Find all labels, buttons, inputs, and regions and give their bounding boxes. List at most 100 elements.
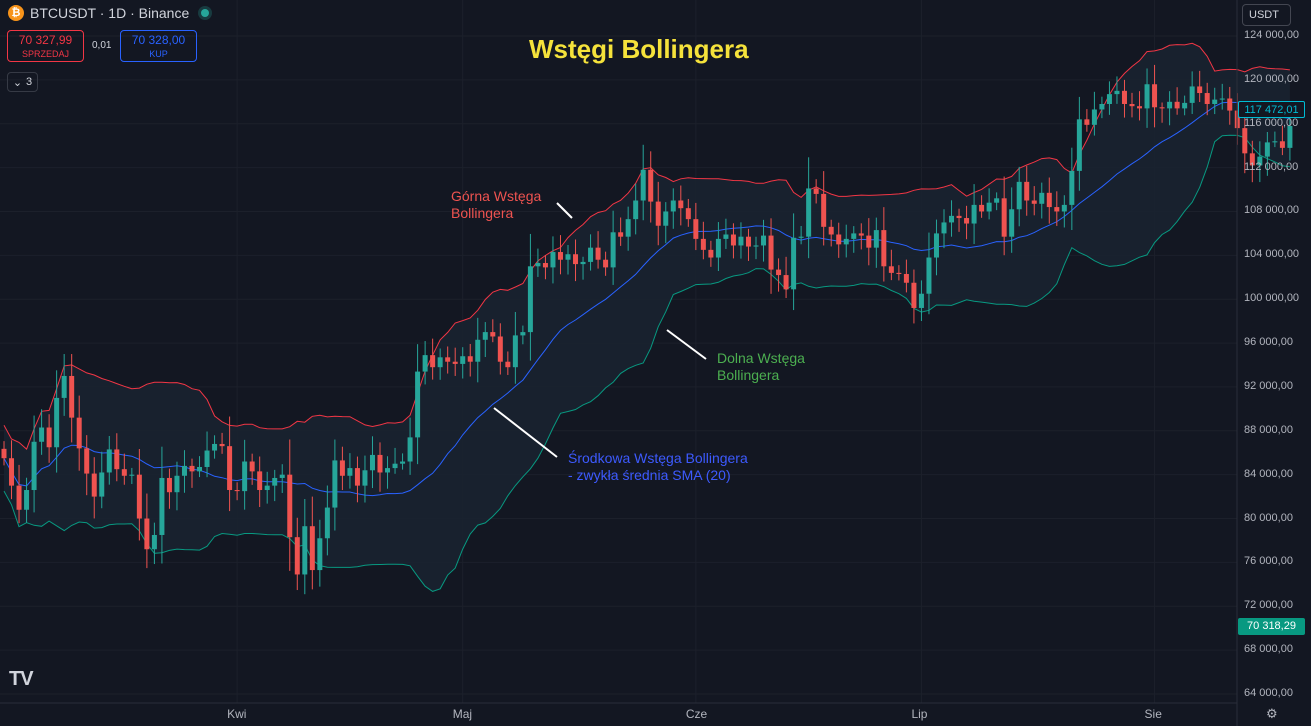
bullish-candle [918, 293, 924, 308]
bullish-candle [437, 357, 443, 368]
bearish-candle [542, 263, 548, 268]
sell-price: 70 327,99 [18, 33, 73, 47]
bullish-candle [272, 477, 278, 486]
bearish-candle [866, 235, 872, 248]
middle-band-annotation-line1: Środkowa Wstęga Bollingera [568, 450, 748, 466]
annotation-pointers [493, 202, 707, 458]
bearish-candle [1024, 181, 1030, 201]
bearish-candle [76, 417, 82, 449]
bearish-candle [595, 247, 601, 260]
upper-band-annotation: Górna Wstęga Bollingera [451, 188, 541, 222]
bullish-candle [1091, 109, 1097, 125]
bearish-candle [813, 188, 819, 194]
bullish-candle [625, 219, 631, 237]
bearish-candle [136, 474, 142, 519]
bearish-candle [1159, 107, 1165, 109]
bearish-candle [84, 448, 90, 474]
bullish-candle [1039, 192, 1045, 204]
bullish-candle [39, 427, 45, 442]
bullish-candle [1061, 204, 1067, 212]
bullish-candle [151, 534, 157, 550]
bullish-candle [1144, 84, 1150, 109]
bearish-candle [979, 204, 985, 212]
bullish-candle [550, 252, 556, 268]
bullish-candle [61, 375, 67, 398]
bullish-candle [1272, 141, 1278, 143]
sell-label: SPRZEDAJ [21, 49, 69, 59]
price-tick-label: 84 000,00 [1244, 467, 1293, 480]
bullish-candle [1212, 99, 1218, 104]
bearish-candle [69, 375, 75, 418]
bearish-candle [309, 526, 315, 571]
bullish-candle [1167, 101, 1173, 109]
bearish-candle [114, 449, 120, 470]
bearish-candle [227, 446, 233, 491]
bullish-candle [407, 437, 413, 462]
price-tick-label: 104 000,00 [1244, 248, 1300, 261]
bearish-candle [685, 208, 691, 220]
price-tick-label: 96 000,00 [1244, 336, 1293, 349]
buy-button[interactable]: 70 328,00 KUP [120, 30, 197, 62]
bullish-candle [520, 332, 526, 336]
bearish-candle [648, 169, 654, 202]
bearish-candle [91, 473, 97, 497]
upper-band-annotation-line2: Bollingera [451, 205, 514, 221]
bullish-candle [873, 230, 879, 248]
time-tick-label: Kwi [227, 707, 247, 721]
bearish-candle [903, 273, 909, 283]
bearish-candle [219, 443, 225, 447]
bearish-candle [354, 468, 360, 486]
bullish-candle [791, 237, 797, 290]
bullish-candle [24, 490, 30, 510]
bearish-candle [1, 448, 7, 459]
bearish-candle [557, 252, 563, 260]
currency-selector[interactable]: USDT [1242, 4, 1291, 26]
price-tick-label: 100 000,00 [1244, 292, 1300, 305]
price-tick-label: 76 000,00 [1244, 555, 1293, 568]
market-open-status-icon [201, 9, 210, 17]
bullish-candle [1182, 102, 1188, 109]
price-tick-label: 80 000,00 [1244, 511, 1293, 524]
bullish-candle [941, 222, 947, 234]
bullish-candle [610, 232, 616, 268]
bearish-candle [452, 361, 458, 364]
bullish-candle [994, 198, 1000, 203]
bullish-candle [197, 466, 203, 472]
bullish-candle [317, 538, 323, 571]
bullish-candle [362, 470, 368, 486]
bearish-candle [505, 361, 511, 368]
bullish-candle [400, 461, 406, 464]
upper-band-pointer [556, 202, 573, 219]
bullish-candle [580, 261, 586, 265]
lower-band-annotation-line2: Bollingera [717, 367, 780, 383]
bearish-candle [776, 269, 782, 276]
price-tick-label: 112 000,00 [1244, 160, 1299, 173]
bearish-candle [339, 460, 345, 476]
bearish-candle [1227, 98, 1233, 111]
indicators-toggle-button[interactable]: ⌄ 3 [7, 72, 38, 92]
symbol-header[interactable]: ₿ BTCUSDT · 1D · Binance [8, 5, 210, 21]
bearish-candle [1121, 90, 1127, 104]
bearish-candle [1001, 198, 1007, 237]
bullish-candle [332, 460, 338, 508]
time-tick-label: Sie [1144, 707, 1162, 721]
bearish-candle [9, 458, 15, 486]
tradingview-logo[interactable]: TV [9, 668, 34, 690]
bearish-candle [836, 234, 842, 245]
lower-band-annotation: Dolna Wstęga Bollingera [717, 350, 805, 384]
price-tick-label: 72 000,00 [1244, 599, 1293, 612]
bearish-candle [430, 355, 436, 368]
bullish-candle [460, 356, 466, 364]
sell-button[interactable]: 70 327,99 SPRZEDAJ [7, 30, 84, 62]
bearish-candle [1279, 141, 1285, 148]
bullish-candle [851, 233, 857, 239]
bearish-candle [603, 259, 609, 268]
bearish-candle [497, 336, 503, 362]
gear-icon[interactable]: ⚙ [1266, 706, 1278, 721]
bullish-candle [1106, 94, 1112, 104]
bearish-candle [678, 200, 684, 209]
bearish-candle [1129, 103, 1135, 107]
bullish-candle [129, 474, 135, 476]
lower-band-pointer [666, 329, 707, 360]
